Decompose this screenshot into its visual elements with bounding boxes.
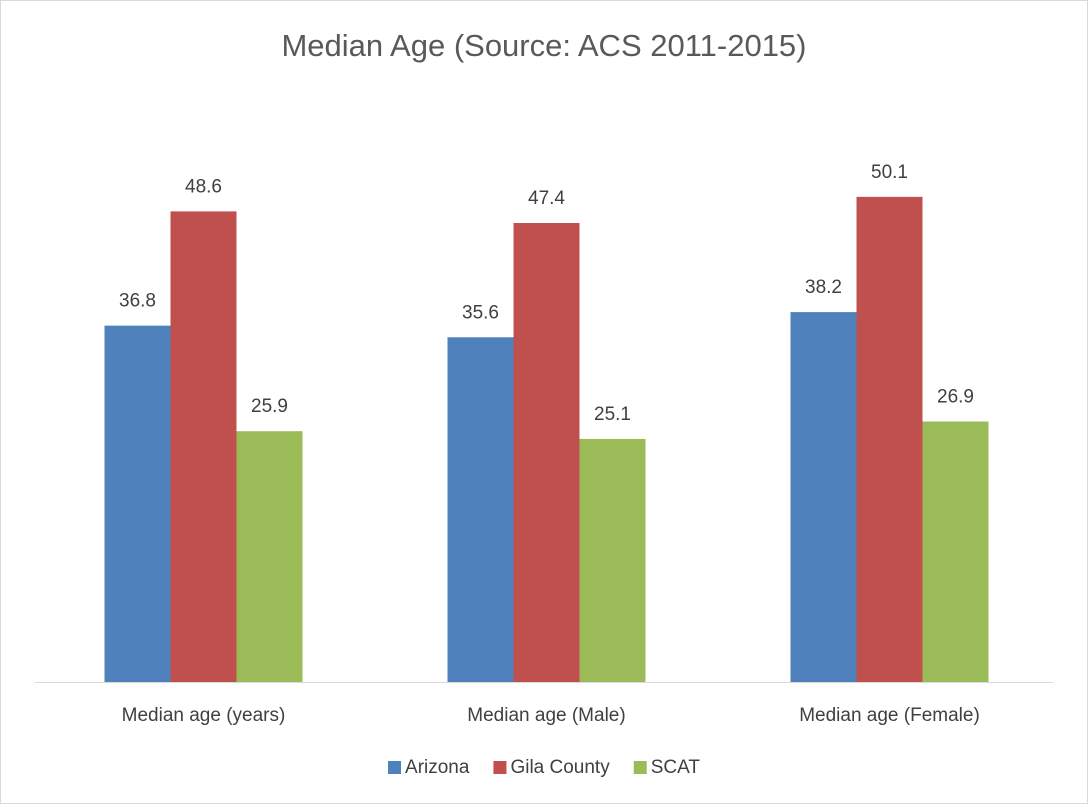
data-label: 36.8 [119,291,156,312]
bar [790,312,857,682]
bar [104,325,171,682]
bar [513,223,580,682]
data-label: 26.9 [937,387,974,408]
legend-swatch [493,761,507,774]
data-label: 48.6 [185,176,222,197]
bar [922,421,989,682]
x-tick-label: Median age (years) [122,705,286,726]
legend-label: SCAT [651,757,701,778]
legend-swatch [633,761,647,774]
data-label: 25.1 [594,404,631,425]
chart-title: Median Age (Source: ACS 2011-2015) [281,28,806,63]
x-tick-label: Median age (Male) [467,705,625,726]
legend-swatch [388,761,402,774]
data-label: 35.6 [462,302,499,323]
bar [579,438,646,682]
bar [856,196,923,683]
data-label: 50.1 [871,162,908,183]
bar [170,211,237,682]
bar [236,431,303,682]
legend-label: Gila County [510,757,610,778]
data-label: 38.2 [805,277,842,298]
x-tick-label: Median age (Female) [799,705,980,726]
legend-label: Arizona [405,757,470,778]
data-label: 25.9 [251,396,288,417]
bar [447,337,514,682]
data-label: 47.4 [528,188,565,209]
